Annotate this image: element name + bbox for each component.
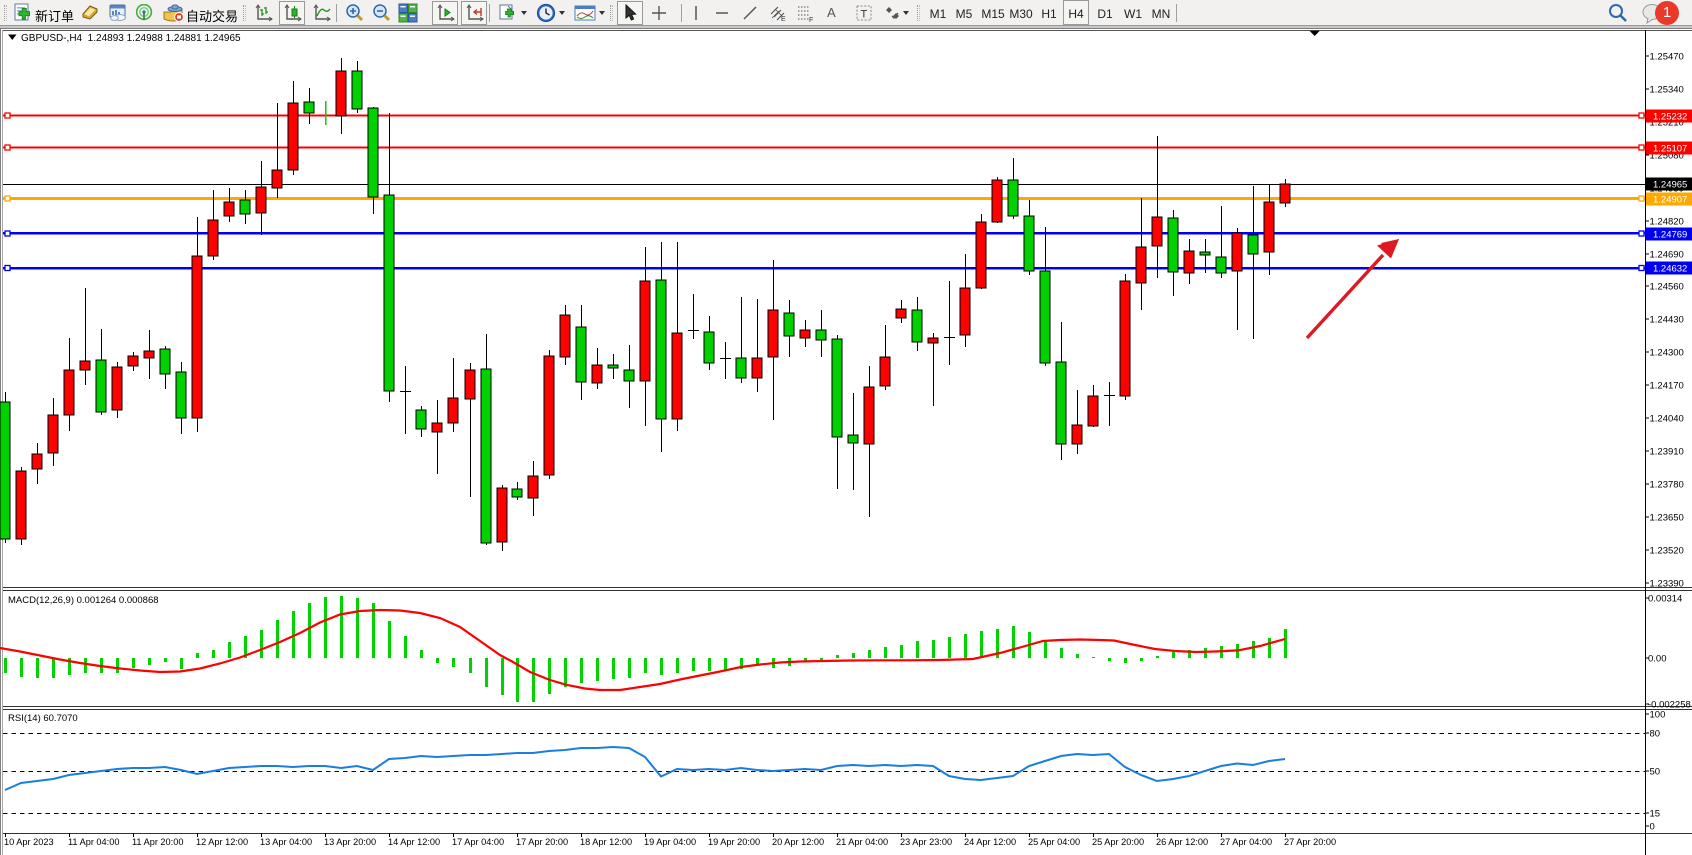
svg-text:1.25340: 1.25340 — [1650, 85, 1684, 96]
svg-text:1.25080: 1.25080 — [1650, 151, 1684, 162]
svg-text:1.23650: 1.23650 — [1650, 513, 1684, 524]
svg-text:1.25107: 1.25107 — [1653, 144, 1687, 155]
svg-text:100: 100 — [1650, 710, 1666, 721]
svg-text:0.00: 0.00 — [1648, 654, 1667, 665]
svg-text:1.24690: 1.24690 — [1650, 250, 1684, 261]
svg-text:19 Apr 04:00: 19 Apr 04:00 — [644, 837, 696, 847]
svg-text:17 Apr 20:00: 17 Apr 20:00 — [516, 837, 568, 847]
svg-text:20 Apr 12:00: 20 Apr 12:00 — [772, 837, 824, 847]
svg-text:0: 0 — [1650, 822, 1655, 833]
svg-text:17 Apr 04:00: 17 Apr 04:00 — [452, 837, 504, 847]
svg-text:GBPUSD-,H4 1.24893 1.24988 1.: GBPUSD-,H4 1.24893 1.24988 1.24881 1.249… — [21, 33, 241, 44]
svg-text:1.25232: 1.25232 — [1653, 112, 1687, 123]
svg-text:1.25470: 1.25470 — [1650, 52, 1684, 63]
svg-text:11 Apr 20:00: 11 Apr 20:00 — [132, 837, 183, 847]
svg-text:25 Apr 04:00: 25 Apr 04:00 — [1028, 837, 1080, 847]
svg-text:27 Apr 04:00: 27 Apr 04:00 — [1220, 837, 1272, 847]
svg-text:50: 50 — [1650, 767, 1661, 778]
svg-text:1.24769: 1.24769 — [1653, 230, 1687, 241]
svg-text:1.24170: 1.24170 — [1650, 381, 1684, 392]
svg-text:23 Apr 23:00: 23 Apr 23:00 — [900, 837, 952, 847]
svg-text:1.24040: 1.24040 — [1650, 414, 1684, 425]
svg-text:11 Apr 04:00: 11 Apr 04:00 — [68, 837, 119, 847]
svg-text:1.23780: 1.23780 — [1650, 480, 1684, 491]
svg-text:1.24632: 1.24632 — [1653, 264, 1687, 275]
svg-text:26 Apr 12:00: 26 Apr 12:00 — [1156, 837, 1208, 847]
svg-text:12 Apr 12:00: 12 Apr 12:00 — [196, 837, 248, 847]
svg-text:80: 80 — [1650, 729, 1661, 740]
svg-text:21 Apr 04:00: 21 Apr 04:00 — [836, 837, 888, 847]
svg-text:19 Apr 20:00: 19 Apr 20:00 — [708, 837, 760, 847]
svg-text:MACD(12,26,9) 0.001264 0.00086: MACD(12,26,9) 0.001264 0.000868 — [8, 595, 159, 606]
svg-text:1.23520: 1.23520 — [1650, 546, 1684, 557]
svg-text:13 Apr 20:00: 13 Apr 20:00 — [324, 837, 376, 847]
svg-text:1.24300: 1.24300 — [1650, 348, 1684, 359]
svg-text:25 Apr 20:00: 25 Apr 20:00 — [1092, 837, 1144, 847]
svg-text:1.24430: 1.24430 — [1650, 315, 1684, 326]
svg-text:13 Apr 04:00: 13 Apr 04:00 — [260, 837, 312, 847]
svg-text:1.24907: 1.24907 — [1653, 195, 1687, 206]
svg-text:1.24965: 1.24965 — [1653, 180, 1687, 191]
svg-text:1.23910: 1.23910 — [1650, 447, 1684, 458]
svg-text:T: T — [861, 9, 868, 21]
svg-text:1.23390: 1.23390 — [1650, 579, 1684, 590]
svg-text:0.00314: 0.00314 — [1648, 594, 1682, 605]
svg-text:F: F — [809, 17, 813, 22]
svg-text:1.24820: 1.24820 — [1650, 217, 1684, 228]
svg-text:14 Apr 12:00: 14 Apr 12:00 — [388, 837, 440, 847]
svg-text:18 Apr 12:00: 18 Apr 12:00 — [580, 837, 632, 847]
svg-text:1.25210: 1.25210 — [1650, 118, 1684, 129]
svg-text:10 Apr 2023: 10 Apr 2023 — [4, 837, 54, 847]
svg-text:E: E — [781, 16, 786, 22]
svg-text:-0.002258: -0.002258 — [1648, 700, 1691, 711]
svg-text:27 Apr 20:00: 27 Apr 20:00 — [1284, 837, 1336, 847]
svg-text:15: 15 — [1650, 809, 1661, 820]
svg-text:1.24560: 1.24560 — [1650, 282, 1684, 293]
svg-text:RSI(14) 60.7070: RSI(14) 60.7070 — [8, 713, 78, 724]
svg-text:24 Apr 12:00: 24 Apr 12:00 — [964, 837, 1016, 847]
